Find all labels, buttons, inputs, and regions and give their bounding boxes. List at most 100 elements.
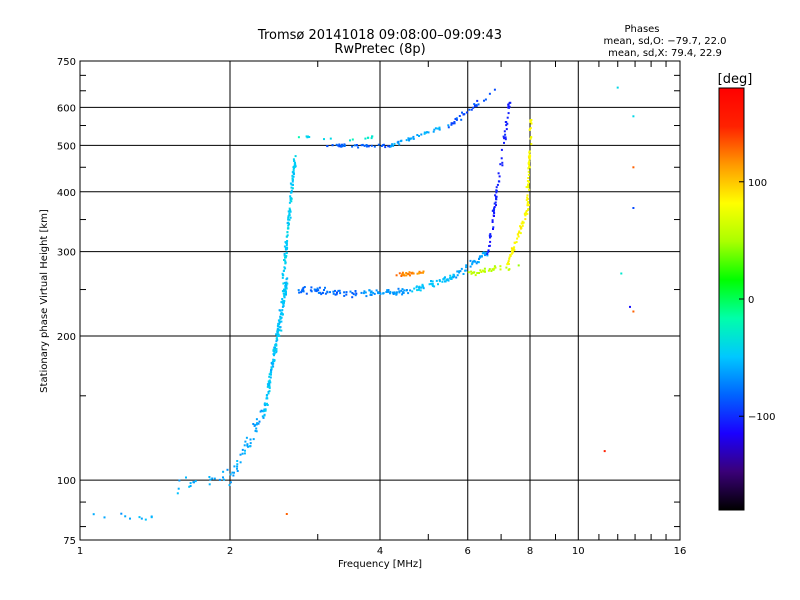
echo-point [492, 214, 495, 217]
echo-point [400, 275, 403, 277]
echo-point [398, 290, 401, 293]
echo-point [280, 301, 283, 304]
echo-point [454, 118, 457, 120]
echo-point [494, 201, 497, 204]
echo-point [507, 268, 510, 271]
echo-point [418, 135, 420, 137]
echo-point [285, 283, 287, 286]
echo-point [428, 283, 431, 286]
echo-point [275, 347, 278, 350]
echo-point [398, 291, 401, 294]
echo-point [487, 250, 490, 253]
echo-point [289, 191, 292, 194]
echo-point [405, 274, 408, 277]
echo-point [288, 223, 290, 226]
echo-point [336, 144, 339, 147]
echo-point [507, 112, 510, 115]
echo-point [324, 292, 327, 295]
echo-point [287, 218, 290, 221]
echo-point [506, 116, 509, 119]
echo-point [495, 186, 498, 189]
echo-point [419, 289, 422, 292]
echo-point [530, 136, 533, 139]
echo-point [361, 143, 364, 146]
echo-point [283, 296, 286, 299]
echo-point [284, 262, 287, 265]
echo-point [444, 276, 446, 279]
echo-point [416, 134, 419, 136]
echo-point [473, 271, 476, 274]
echo-point [273, 354, 275, 357]
echo-point [494, 194, 497, 197]
echo-point [265, 394, 268, 397]
echo-point [282, 292, 285, 295]
echo-point [285, 243, 288, 245]
echo-point [341, 145, 344, 148]
echo-point [422, 270, 425, 273]
echo-point [236, 467, 238, 470]
echo-point [385, 291, 388, 293]
echo-point [283, 281, 286, 284]
echo-point [284, 248, 287, 251]
echo-point [285, 284, 288, 287]
echo-point [427, 131, 430, 134]
echo-point [435, 279, 438, 282]
echo-point [287, 216, 290, 219]
echo-point [474, 105, 477, 108]
echo-point [480, 255, 483, 258]
echo-point [407, 273, 410, 276]
echo-point [340, 145, 343, 148]
echo-point [363, 290, 366, 293]
echo-point [528, 128, 531, 131]
echo-point [499, 268, 502, 271]
echo-point [495, 198, 498, 201]
echo-point [332, 290, 335, 293]
echo-point [369, 291, 372, 294]
echo-point [267, 391, 270, 394]
echo-point [525, 199, 528, 202]
echo-point [519, 226, 522, 229]
echo-point [354, 290, 357, 293]
echo-point [268, 381, 271, 384]
plot-frame [79, 60, 681, 541]
echo-point [278, 334, 280, 337]
echo-point [528, 188, 531, 191]
echo-point [521, 220, 524, 223]
echo-point [291, 177, 294, 180]
echo-point [255, 427, 258, 430]
echo-point [511, 251, 514, 254]
echo-point [401, 291, 404, 294]
echo-point [281, 313, 284, 316]
echo-point [276, 338, 279, 341]
echo-point [495, 195, 497, 198]
echo-point [229, 473, 232, 476]
echo-point [288, 218, 291, 221]
echo-point [229, 481, 232, 484]
echo-point [398, 143, 401, 146]
echo-point [416, 272, 419, 275]
echo-point [497, 180, 500, 183]
echo-point [286, 231, 289, 234]
echo-point [255, 423, 258, 426]
echo-point [527, 201, 530, 203]
echo-point [298, 291, 301, 294]
echo-point [285, 247, 288, 249]
echo-point [281, 301, 284, 304]
echo-point [400, 289, 403, 292]
echo-point [289, 197, 292, 200]
echo-point [491, 221, 494, 223]
echo-point [222, 476, 224, 479]
echo-point [285, 290, 287, 293]
echo-point [388, 145, 391, 148]
echo-point [323, 289, 325, 291]
echo-point [317, 289, 320, 292]
echo-point [431, 280, 434, 283]
echo-point [497, 172, 500, 175]
echo-point [271, 360, 274, 363]
echo-point [453, 275, 456, 278]
echo-point [269, 376, 272, 379]
echo-point [401, 271, 404, 274]
echo-point [413, 287, 416, 290]
echo-point [508, 257, 511, 260]
echo-point [365, 144, 368, 146]
